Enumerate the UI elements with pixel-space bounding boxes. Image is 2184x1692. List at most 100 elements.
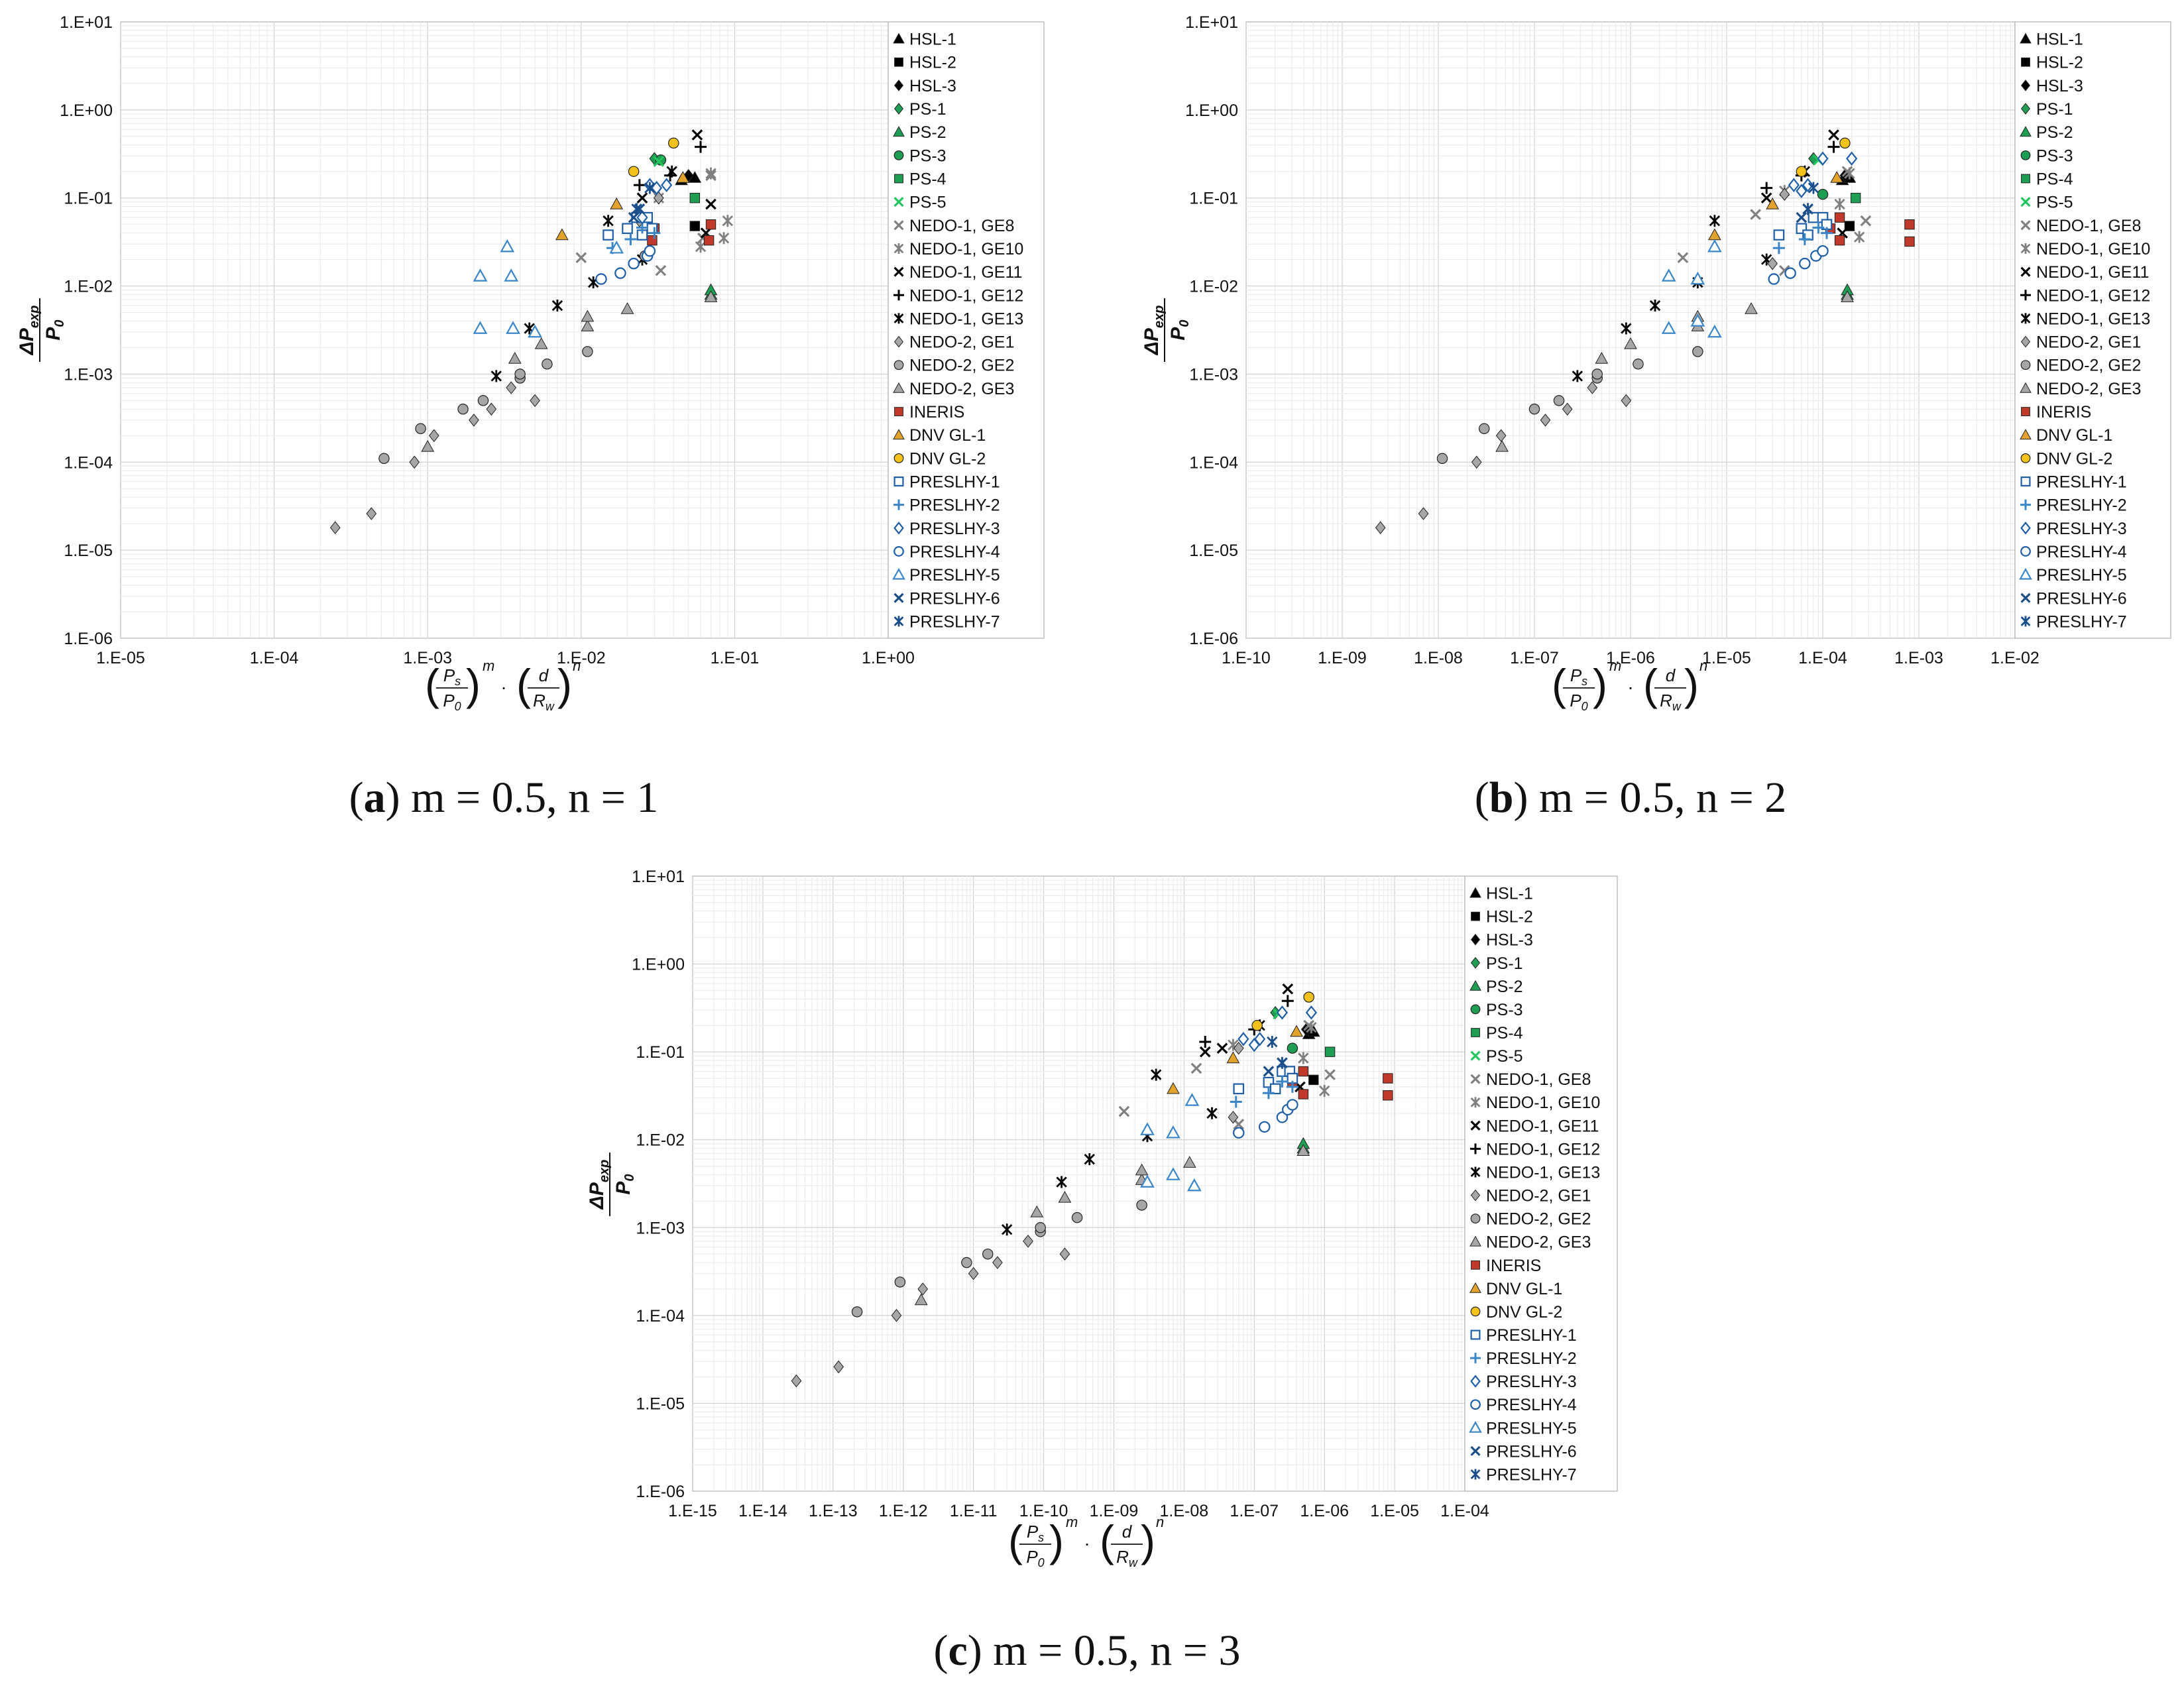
legend-label: PS-3 <box>1486 1001 1523 1019</box>
legend-item: PRESLHY-2 <box>1470 1349 1577 1368</box>
legend-marker <box>1469 1421 1482 1433</box>
legend-marker <box>2020 290 2031 301</box>
data-point <box>695 141 707 153</box>
legend-label: PS-1 <box>1486 954 1523 973</box>
x-tick-label: 1.E-12 <box>879 1502 928 1520</box>
data-point <box>1436 453 1448 465</box>
data-point <box>1226 1051 1240 1064</box>
x-tick-label: 1.E+00 <box>862 649 915 667</box>
svg-text:P0: P0 <box>1026 1547 1044 1569</box>
x-tick-label: 1.E-05 <box>1370 1502 1419 1520</box>
data-point <box>647 235 658 246</box>
data-point <box>1233 1127 1245 1139</box>
y-tick-label: 1.E+01 <box>632 868 685 886</box>
series-nedo-2-ge3 <box>421 290 718 452</box>
svg-text:ΔPexp: ΔPexp <box>16 306 42 356</box>
legend-marker <box>893 313 904 324</box>
data-point <box>603 215 614 227</box>
legend-label: PRESLHY-5 <box>2036 566 2127 585</box>
legend-item: PRESLHY-5 <box>2019 566 2127 585</box>
data-point <box>1760 182 1773 194</box>
data-point <box>1206 1107 1218 1119</box>
legend-marker <box>1470 1120 1481 1131</box>
legend-item: PS-1 <box>893 100 947 119</box>
data-point <box>705 198 717 210</box>
series-ps-4 <box>1324 1046 1336 1057</box>
series-hsl-2 <box>1308 1074 1319 1086</box>
legend-item: INERIS <box>1471 1257 1541 1275</box>
x-tick-label: 1.E-10 <box>1019 1502 1068 1520</box>
x-tick-label: 1.E-07 <box>1230 1502 1279 1520</box>
data-point <box>666 165 677 178</box>
series-ps-5 <box>653 156 665 167</box>
plot-area <box>692 875 1466 1492</box>
legend-label: NEDO-1, GE10 <box>2036 240 2150 258</box>
svg-text:(: ( <box>1643 660 1658 709</box>
data-point <box>1296 1144 1310 1156</box>
series-preslhy-2 <box>1772 221 1833 254</box>
data-point <box>1303 991 1314 1003</box>
data-point <box>1690 271 1705 285</box>
legend-marker <box>2020 453 2031 463</box>
data-point <box>1306 1021 1317 1034</box>
data-point <box>1802 178 1814 193</box>
data-point <box>691 129 703 141</box>
legend-label: HSL-2 <box>909 54 956 72</box>
data-point <box>1690 313 1705 327</box>
legend-item: HSL-3 <box>893 77 956 95</box>
data-point <box>1375 521 1386 535</box>
data-point <box>631 203 642 215</box>
legend-marker <box>2020 382 2032 393</box>
legend-item: DNV GL-1 <box>2020 426 2112 445</box>
data-point <box>1834 235 1845 246</box>
data-point <box>992 1256 1003 1269</box>
legend-item: NEDO-1, GE13 <box>2020 310 2150 328</box>
legend-item: NEDO-1, GE10 <box>1470 1094 1600 1112</box>
y-tick-label: 1.E+00 <box>632 956 685 974</box>
legend-label: DNV GL-2 <box>2036 449 2112 468</box>
data-point <box>1834 212 1845 223</box>
series-nedo-2-ge1 <box>791 1041 1244 1388</box>
legend-item: HSL-1 <box>2020 30 2083 49</box>
data-point <box>1216 1043 1228 1054</box>
series-preslhy-5 <box>1140 1093 1202 1192</box>
legend-label: INERIS <box>1486 1257 1541 1275</box>
legend-label: NEDO-2, GE3 <box>909 380 1014 398</box>
data-point <box>500 239 515 253</box>
legend-label: PS-5 <box>1486 1047 1523 1066</box>
data-point <box>718 232 730 245</box>
data-point <box>1562 402 1573 416</box>
data-point <box>1023 1235 1033 1248</box>
legend-label: PRESLHY-6 <box>2036 589 2127 608</box>
legend-marker <box>893 429 905 440</box>
data-point <box>1572 370 1583 382</box>
legend: HSL-1 HSL-2 HSL-3 PS-1 PS-2 PS-3 PS-4 PS-5 NEDO-… <box>1464 875 1618 1492</box>
x-tick-label: 1.E-02 <box>1990 649 2040 667</box>
svg-text:): ) <box>1593 660 1607 709</box>
data-point <box>1553 395 1565 406</box>
data-point <box>1772 242 1785 254</box>
legend-label: PRESLHY-6 <box>1486 1442 1577 1461</box>
x-tick-label: 1.E-01 <box>711 649 760 667</box>
legend-marker <box>1470 1166 1481 1178</box>
data-point <box>582 346 593 357</box>
data-point <box>1286 1080 1298 1093</box>
data-point <box>653 156 665 167</box>
series-dnv-gl-2 <box>1251 991 1314 1031</box>
svg-text:Ps: Ps <box>1027 1522 1044 1544</box>
data-point <box>477 395 489 406</box>
data-point <box>366 507 377 520</box>
legend-label: NEDO-2, GE3 <box>2036 380 2141 398</box>
svg-text:Rw: Rw <box>1660 691 1682 713</box>
x-tick-label: 1.E-15 <box>668 1502 717 1520</box>
legend-item: INERIS <box>894 403 964 422</box>
svg-text:P0: P0 <box>1167 319 1192 340</box>
data-point <box>1030 1205 1044 1217</box>
data-point <box>1276 1005 1289 1020</box>
legend-marker <box>1469 887 1481 898</box>
data-point <box>1233 1119 1245 1130</box>
data-point <box>1621 394 1632 408</box>
